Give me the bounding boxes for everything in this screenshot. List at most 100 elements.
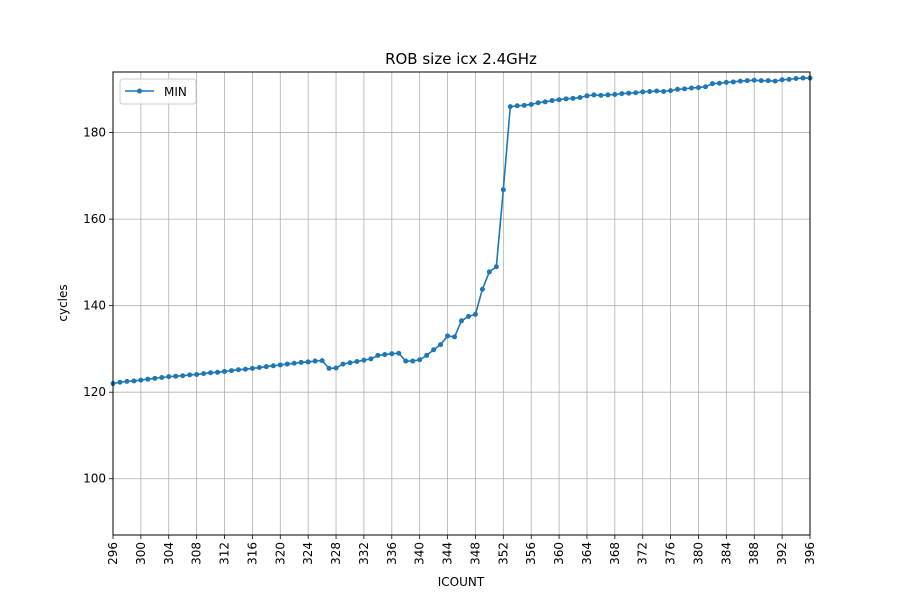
x-tick-label: 324 bbox=[301, 542, 315, 565]
data-point bbox=[424, 352, 430, 358]
data-point bbox=[682, 86, 688, 92]
data-point bbox=[570, 95, 576, 101]
data-point bbox=[465, 313, 471, 319]
plot-series bbox=[110, 75, 813, 387]
data-point bbox=[131, 378, 137, 384]
data-point bbox=[389, 351, 395, 357]
data-point bbox=[431, 347, 437, 353]
data-point bbox=[654, 88, 660, 94]
x-tick-label: 312 bbox=[218, 542, 232, 565]
data-point bbox=[779, 77, 785, 83]
data-point bbox=[347, 360, 353, 366]
legend-label-min: MIN bbox=[164, 85, 187, 99]
data-point bbox=[786, 76, 792, 82]
data-point bbox=[647, 88, 653, 94]
data-point bbox=[563, 96, 569, 102]
data-point bbox=[591, 92, 597, 98]
data-point bbox=[117, 379, 123, 385]
x-axis-ticks: 296 300 304 308 312 316 320 324 328 332 336 340 344 3… bbox=[106, 535, 817, 565]
x-tick-label: 328 bbox=[329, 542, 343, 565]
data-point bbox=[556, 97, 562, 103]
y-tick-label: 180 bbox=[83, 126, 106, 140]
data-point bbox=[201, 371, 207, 377]
data-point bbox=[368, 356, 374, 362]
data-point bbox=[124, 378, 130, 384]
y-tick-label: 160 bbox=[83, 212, 106, 226]
data-point bbox=[800, 75, 806, 81]
data-point bbox=[640, 89, 646, 95]
x-tick-label: 300 bbox=[134, 542, 148, 565]
data-point bbox=[500, 187, 506, 193]
data-point bbox=[166, 374, 172, 380]
data-point bbox=[235, 367, 241, 373]
data-point bbox=[410, 358, 416, 364]
data-point bbox=[445, 333, 451, 339]
data-point bbox=[215, 369, 221, 375]
data-point bbox=[284, 361, 290, 367]
x-tick-label: 392 bbox=[775, 542, 789, 565]
x-tick-label: 296 bbox=[106, 542, 120, 565]
data-point bbox=[605, 92, 611, 98]
data-point bbox=[619, 91, 625, 97]
data-point bbox=[403, 358, 409, 364]
plot-frame bbox=[112, 71, 811, 536]
x-tick-label: 332 bbox=[357, 542, 371, 565]
y-tick-label: 120 bbox=[83, 385, 106, 399]
data-point bbox=[417, 357, 423, 363]
data-point bbox=[521, 102, 527, 108]
data-point bbox=[772, 78, 778, 84]
data-point bbox=[633, 90, 639, 96]
data-point bbox=[180, 373, 186, 379]
data-point bbox=[716, 80, 722, 86]
x-tick-label: 348 bbox=[468, 542, 482, 565]
data-point bbox=[709, 81, 715, 87]
x-tick-label: 364 bbox=[580, 542, 594, 565]
data-point bbox=[291, 360, 297, 366]
x-tick-label: 380 bbox=[691, 542, 705, 565]
data-point bbox=[661, 88, 667, 94]
data-point bbox=[382, 352, 388, 358]
y-tick-label: 100 bbox=[83, 472, 106, 486]
data-point bbox=[723, 79, 729, 85]
data-point bbox=[514, 103, 520, 109]
data-point bbox=[145, 376, 151, 382]
data-point bbox=[535, 100, 541, 106]
x-tick-label: 308 bbox=[190, 542, 204, 565]
legend-marker-swatch bbox=[137, 88, 142, 94]
data-point bbox=[187, 372, 193, 378]
data-point bbox=[479, 286, 485, 292]
data-point bbox=[758, 78, 764, 84]
data-point bbox=[173, 373, 179, 379]
x-tick-label: 396 bbox=[803, 542, 817, 565]
data-point bbox=[208, 370, 214, 376]
data-point bbox=[793, 75, 799, 81]
y-axis-ticks: 100 120 140 160 180 bbox=[83, 126, 113, 486]
x-tick-label: 360 bbox=[552, 542, 566, 565]
data-point bbox=[194, 371, 200, 377]
data-point bbox=[542, 99, 548, 105]
x-tick-label: 384 bbox=[719, 542, 733, 565]
data-point bbox=[326, 365, 332, 371]
x-tick-label: 336 bbox=[385, 542, 399, 565]
x-tick-label: 368 bbox=[608, 542, 622, 565]
x-tick-label: 356 bbox=[524, 542, 538, 565]
x-axis-label: ICOUNT bbox=[438, 575, 485, 589]
x-tick-label: 340 bbox=[413, 542, 427, 565]
data-point bbox=[222, 368, 228, 374]
data-point bbox=[695, 85, 701, 91]
x-tick-label: 372 bbox=[636, 542, 650, 565]
data-point bbox=[584, 93, 590, 99]
data-point bbox=[242, 366, 248, 372]
data-point bbox=[452, 334, 458, 340]
x-tick-label: 316 bbox=[245, 542, 259, 565]
data-point bbox=[312, 358, 318, 364]
data-point bbox=[256, 365, 262, 371]
x-tick-label: 344 bbox=[441, 542, 455, 565]
chart-title: ROB size icx 2.4GHz bbox=[385, 50, 537, 68]
data-point bbox=[737, 78, 743, 84]
data-point bbox=[577, 95, 583, 101]
data-point bbox=[305, 359, 311, 365]
legend-box bbox=[119, 78, 197, 105]
data-point bbox=[277, 362, 283, 368]
